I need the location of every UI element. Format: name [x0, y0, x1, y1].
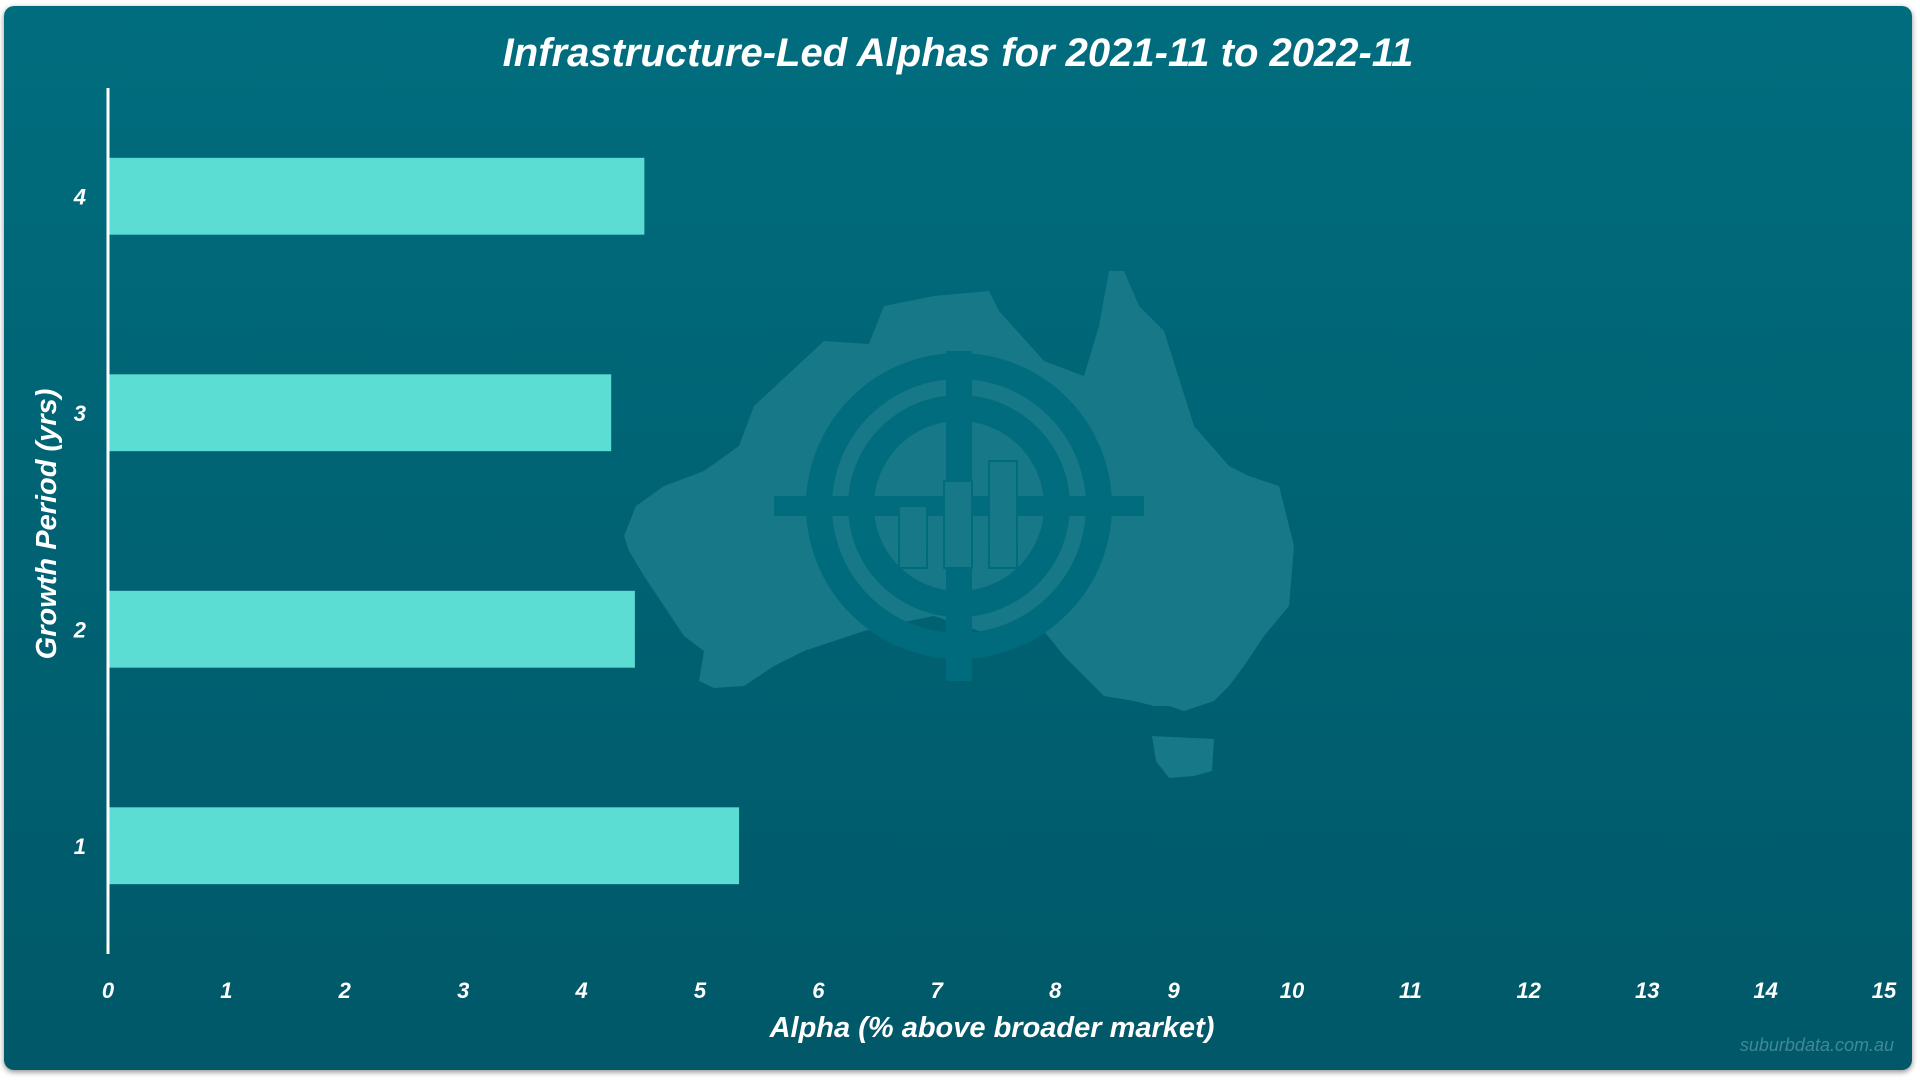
x-tick-labels: 0 1 2 3 4 5 6 7 8 9 10 11 12 13 14 15: [102, 978, 1897, 1003]
x-tick-label: 10: [1280, 978, 1305, 1003]
x-tick-label: 15: [1872, 978, 1897, 1003]
chart-title: Infrastructure-Led Alphas for 2021-11 to…: [503, 31, 1414, 75]
x-tick-label: 13: [1635, 978, 1659, 1003]
watermark-text: suburbdata.com.au: [1740, 1035, 1894, 1055]
x-tick-label: 3: [457, 978, 469, 1003]
y-tick-labels: 1 2 3 4: [73, 184, 87, 859]
y-tick-label: 2: [73, 617, 87, 642]
chart-frame: Infrastructure-Led Alphas for 2021-11 to…: [4, 6, 1912, 1070]
x-tick-label: 6: [812, 978, 825, 1003]
x-tick-label: 1: [220, 978, 232, 1003]
x-tick-label: 0: [102, 978, 115, 1003]
bar-period-2: [108, 590, 635, 668]
y-tick-label: 3: [74, 401, 86, 426]
bar-chart: Infrastructure-Led Alphas for 2021-11 to…: [4, 6, 1912, 1070]
x-tick-label: 12: [1517, 978, 1542, 1003]
bar-period-1: [108, 807, 740, 885]
x-tick-label: 14: [1753, 978, 1777, 1003]
bar-period-4: [108, 157, 645, 235]
x-tick-label: 11: [1399, 978, 1422, 1003]
x-tick-label: 7: [931, 978, 945, 1003]
y-tick-label: 4: [73, 184, 86, 209]
x-tick-label: 9: [1167, 978, 1180, 1003]
x-tick-label: 4: [574, 978, 587, 1003]
bar-period-3: [108, 374, 612, 452]
y-axis-label: Growth Period (yrs): [31, 389, 63, 660]
australia-map-crosshair-bar-chart-icon: [624, 271, 1294, 778]
x-tick-label: 8: [1049, 978, 1062, 1003]
x-axis-label: Alpha (% above broader market): [769, 1012, 1215, 1044]
x-tick-label: 5: [694, 978, 707, 1003]
y-tick-label: 1: [74, 834, 86, 859]
x-tick-label: 2: [338, 978, 352, 1003]
bars-layer: [108, 157, 740, 885]
